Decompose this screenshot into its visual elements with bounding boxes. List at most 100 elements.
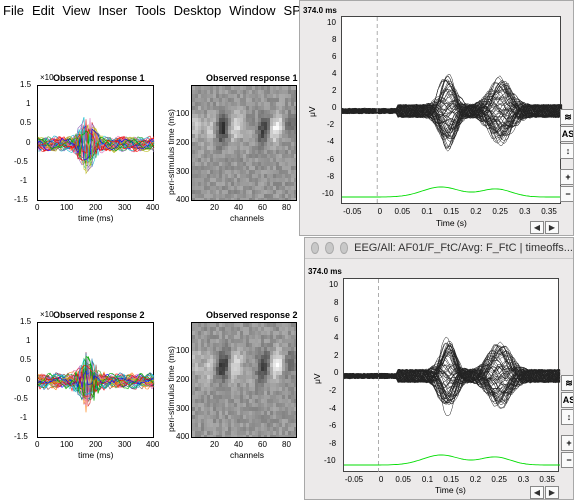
eeg-plot-axes[interactable] (341, 16, 563, 205)
scroll-left-icon[interactable]: ◀ (530, 221, 544, 234)
scroll-right-icon[interactable]: ▶ (545, 486, 559, 499)
raster-cell (288, 86, 291, 90)
window-titlebar[interactable]: EEG/All: AF01/F_FtC/Avg: F_FtC | timeoff… (305, 238, 573, 259)
raster-cell (285, 391, 288, 395)
raster-cell (234, 162, 237, 166)
raster-cell (258, 154, 261, 158)
raster-cell (201, 114, 204, 118)
zoom-window-icon[interactable] (339, 242, 349, 254)
zoom-icon[interactable]: ≋ (560, 109, 573, 125)
xtick: 80 (282, 440, 291, 449)
raster-cell (225, 431, 228, 435)
raster-cell (225, 182, 228, 186)
image-plot-axes[interactable] (191, 85, 297, 201)
raster-cell (294, 435, 296, 437)
zoom-in-button[interactable]: + (561, 435, 573, 451)
image-plot-axes[interactable] (191, 322, 297, 438)
raster-cell (288, 347, 291, 351)
raster-cell (285, 351, 288, 355)
raster-cell (285, 323, 288, 327)
eeg-ytick: -8 (329, 438, 337, 448)
menu-view[interactable]: View (62, 2, 91, 18)
raster-cell (204, 142, 207, 146)
raster-cell (201, 90, 204, 94)
raster-cell (270, 327, 273, 331)
raster-cell (225, 150, 228, 154)
zoom-out-button[interactable]: − (560, 186, 573, 202)
raster-cell (270, 138, 273, 142)
raster-cell (252, 194, 255, 198)
scale-toggle-icon[interactable]: ↕ (560, 143, 573, 159)
raster-cell (285, 90, 288, 94)
raster-cell (258, 90, 261, 94)
raster-cell (294, 335, 296, 339)
scroll-right-icon[interactable]: ▶ (545, 221, 559, 234)
raster-cell (294, 343, 296, 347)
raster-cell (204, 126, 207, 130)
menu-window[interactable]: Window (229, 2, 276, 18)
raster-cell (243, 391, 246, 395)
menu-tools[interactable]: Tools (135, 2, 166, 18)
raster-cell (264, 122, 267, 126)
raster-cell (207, 170, 210, 174)
scale-toggle-icon[interactable]: ↕ (561, 409, 573, 425)
raster-cell (210, 411, 213, 415)
raster-cell (228, 146, 231, 150)
zoom-in-button[interactable]: + (560, 169, 573, 185)
raster-cell (234, 150, 237, 154)
menu-desktop[interactable]: Desktop (173, 2, 222, 18)
raster-cell (273, 106, 276, 110)
raster-cell (270, 166, 273, 170)
raster-cell (198, 383, 201, 387)
raster-cell (273, 146, 276, 150)
raster-cell (258, 423, 261, 427)
eeg-window-1[interactable]: 374.0 ms μV 10 8 6 4 2 0 -2 -4 -6 -8 -10 -0.05 0 0.0… (299, 0, 574, 236)
raster-cell (198, 347, 201, 351)
raster-cell (213, 415, 216, 419)
line-plot-axes[interactable] (37, 322, 155, 438)
eeg-plot-axes[interactable] (343, 278, 561, 473)
menu-insert[interactable]: Inser (98, 2, 128, 18)
line-plot-axes[interactable] (37, 85, 155, 201)
raster-cell (198, 130, 201, 134)
zoom-icon[interactable]: ≋ (561, 375, 573, 391)
raster-cell (219, 114, 222, 118)
autoscale-button[interactable]: AS (560, 126, 573, 142)
scroll-left-icon[interactable]: ◀ (530, 486, 544, 499)
close-window-icon[interactable] (311, 242, 320, 254)
raster-cell (273, 174, 276, 178)
raster-cell (240, 335, 243, 339)
raster-cell (258, 383, 261, 387)
raster-cell (207, 146, 210, 150)
raster-cell (255, 102, 258, 106)
raster-cell (234, 142, 237, 146)
raster-cell (207, 150, 210, 154)
raster-cell (252, 391, 255, 395)
raster-cell (213, 110, 216, 114)
raster-cell (288, 383, 291, 387)
minimize-window-icon[interactable] (325, 242, 334, 254)
raster-cell (240, 170, 243, 174)
raster-cell (237, 194, 240, 198)
eeg-xtick: 0.35 (539, 475, 555, 484)
eeg-window-2[interactable]: EEG/All: AF01/F_FtC/Avg: F_FtC | timeoff… (304, 237, 574, 500)
menu-file[interactable]: File (3, 2, 24, 18)
raster-cell (270, 86, 273, 90)
zoom-out-button[interactable]: − (561, 452, 573, 468)
raster-cell (285, 359, 288, 363)
raster-cell (213, 106, 216, 110)
raster-cell (252, 395, 255, 399)
raster-cell (213, 86, 216, 90)
menu-edit[interactable]: Edit (31, 2, 55, 18)
raster-cell (213, 435, 216, 437)
raster-cell (213, 339, 216, 343)
raster-cell (294, 411, 296, 415)
raster-cell (219, 383, 222, 387)
raster-cell (246, 327, 249, 331)
raster-cell (198, 194, 201, 198)
autoscale-button[interactable]: AS (561, 392, 573, 408)
eeg-xtick: 0.2 (469, 475, 482, 484)
raster-cell (288, 419, 291, 423)
ytick: 300 (176, 167, 190, 176)
raster-cell (237, 431, 240, 435)
